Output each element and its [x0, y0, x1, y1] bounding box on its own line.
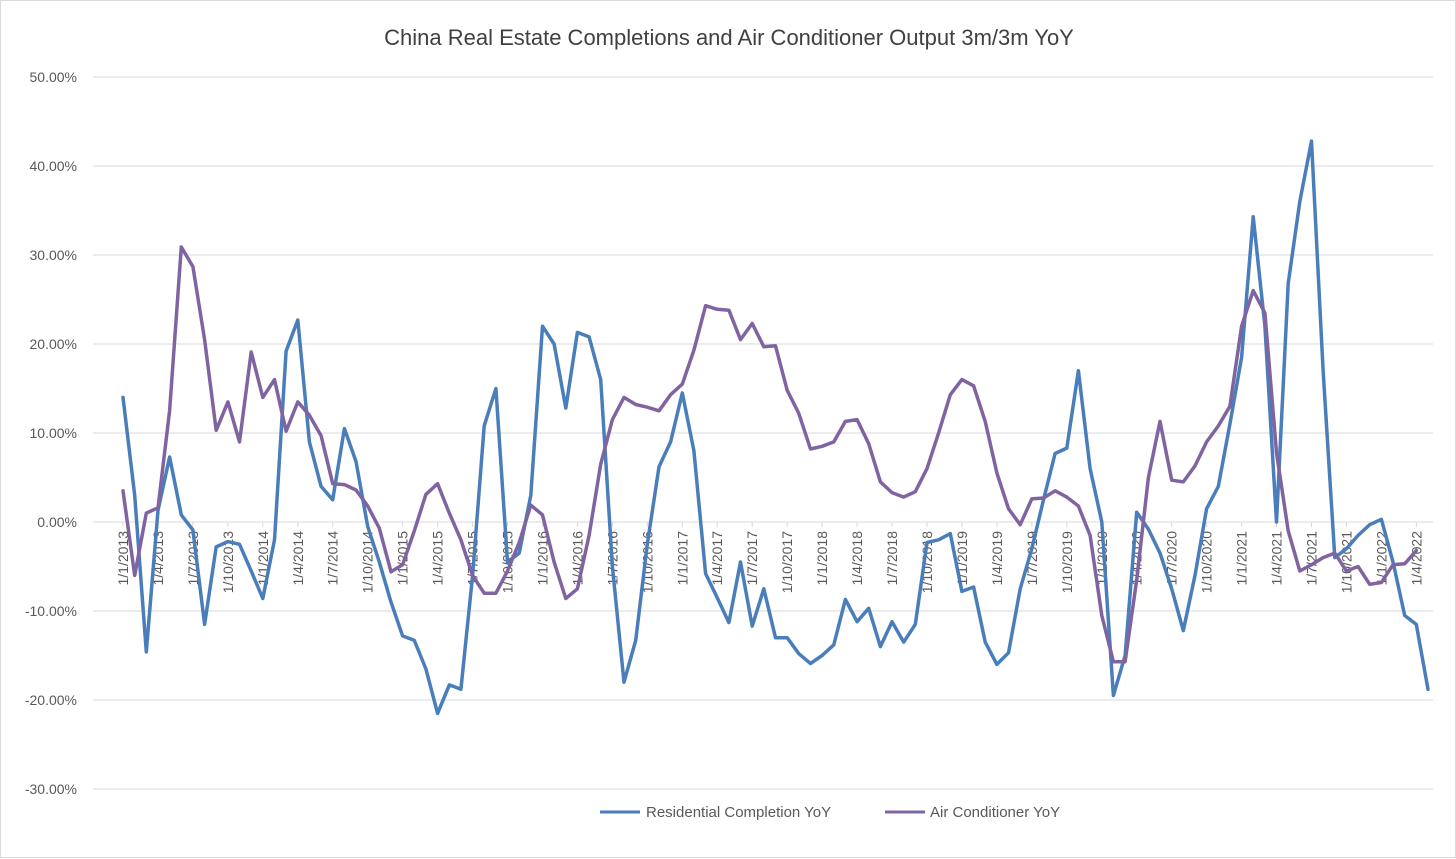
x-tick-label: 1/7/2018 [884, 531, 900, 586]
chart-title: China Real Estate Completions and Air Co… [384, 25, 1074, 50]
x-tick-label: 1/7/2020 [1164, 531, 1180, 586]
y-tick-label: 20.00% [30, 336, 77, 352]
x-tick-label: 1/10/2020 [1199, 531, 1215, 593]
legend-label-air-conditioner: Air Conditioner YoY [930, 804, 1060, 821]
x-tick-label: 1/7/2021 [1303, 531, 1319, 586]
x-tick-label: 1/10/2014 [360, 531, 376, 593]
y-tick-label: 40.00% [30, 158, 77, 174]
x-tick-label: 1/4/2022 [1408, 531, 1424, 586]
x-tick-label: 1/1/2018 [814, 531, 830, 586]
x-tick-label: 1/1/2017 [674, 531, 690, 586]
series-lines [121, 139, 1430, 716]
x-axis-tick-labels: 1/1/2013 1/4/2013 1/7/2013 1/10/2013 1/1/201… [115, 522, 1424, 593]
y-axis-tick-labels: -30.00% -20.00% -10.00% 0.00% 10.00% 20.00% 30… [25, 69, 77, 797]
x-tick-label: 1/4/2015 [430, 531, 446, 586]
x-tick-label: 1/1/2021 [1234, 531, 1250, 586]
x-tick-label: 1/1/2013 [115, 531, 131, 586]
x-tick-label: 1/4/2021 [1269, 531, 1285, 586]
x-tick-label: 1/10/2017 [779, 531, 795, 593]
legend: Residential Completion YoY Air Condition… [600, 804, 1060, 821]
x-tick-label: 1/4/2018 [849, 531, 865, 586]
x-tick-label: 1/10/2019 [1059, 531, 1075, 593]
x-tick-label: 1/1/2022 [1373, 531, 1389, 586]
x-tick-label: 1/4/2019 [989, 531, 1005, 586]
series-line-air-conditioner-yoy [121, 245, 1419, 664]
y-tick-label: -10.00% [25, 603, 77, 619]
y-tick-label: -30.00% [25, 781, 77, 797]
y-tick-label: 10.00% [30, 425, 77, 441]
x-tick-label: 1/4/2014 [290, 531, 306, 586]
x-tick-label: 1/7/2019 [1024, 531, 1040, 586]
gridlines [93, 76, 1433, 790]
x-tick-label: 1/7/2017 [744, 531, 760, 586]
y-tick-label: 0.00% [37, 514, 77, 530]
y-tick-label: 50.00% [30, 69, 77, 85]
y-tick-label: -20.00% [25, 692, 77, 708]
x-tick-label: 1/4/2017 [709, 531, 725, 586]
series-line-residential-completion-yoy [121, 139, 1430, 716]
y-tick-label: 30.00% [30, 247, 77, 263]
x-tick-label: 1/7/2014 [325, 531, 341, 586]
x-tick-label: 1/10/2013 [220, 531, 236, 593]
x-tick-label: 1/1/2016 [534, 531, 550, 586]
legend-label-residential-completion: Residential Completion YoY [646, 804, 831, 821]
x-tick-label: 1/1/2015 [395, 531, 411, 586]
